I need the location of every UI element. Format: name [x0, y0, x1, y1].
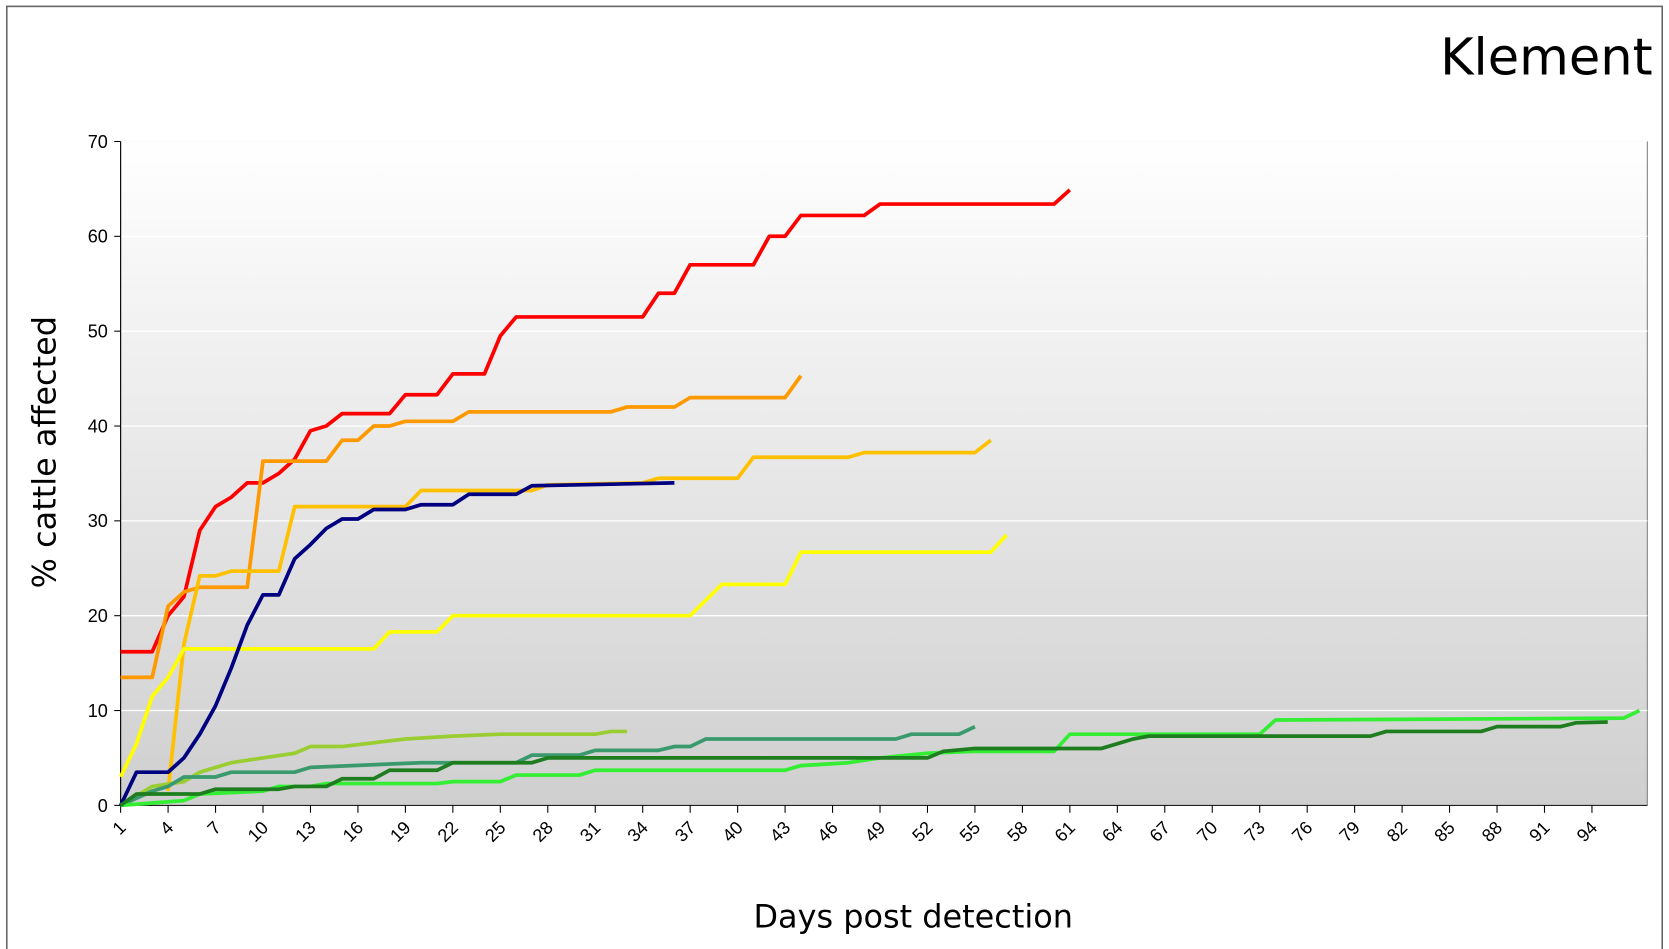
y-tick-label: 0: [98, 796, 108, 816]
series-line: [166, 438, 992, 792]
y-tick-label: 70: [88, 132, 108, 152]
y-tick-label: 30: [88, 511, 108, 531]
series-line: [120, 708, 1641, 808]
y-tick-label: 40: [88, 416, 108, 436]
y-tick-label: 20: [88, 606, 108, 626]
series-line: [120, 374, 803, 680]
y-tick-label: 50: [88, 322, 108, 342]
series-line: [118, 481, 675, 807]
y-tick-label: 60: [88, 227, 108, 247]
x-axis-label: Days post detection: [753, 898, 1073, 936]
series-line: [120, 188, 1072, 654]
series-line: [118, 533, 1008, 778]
y-axis-label: % cattle affected: [26, 316, 64, 588]
series-line: [119, 724, 976, 808]
chart-title: Klement: [1440, 28, 1653, 87]
plot-area: [120, 140, 1648, 806]
series-line: [119, 720, 1608, 807]
y-tick-label: 10: [88, 701, 108, 721]
